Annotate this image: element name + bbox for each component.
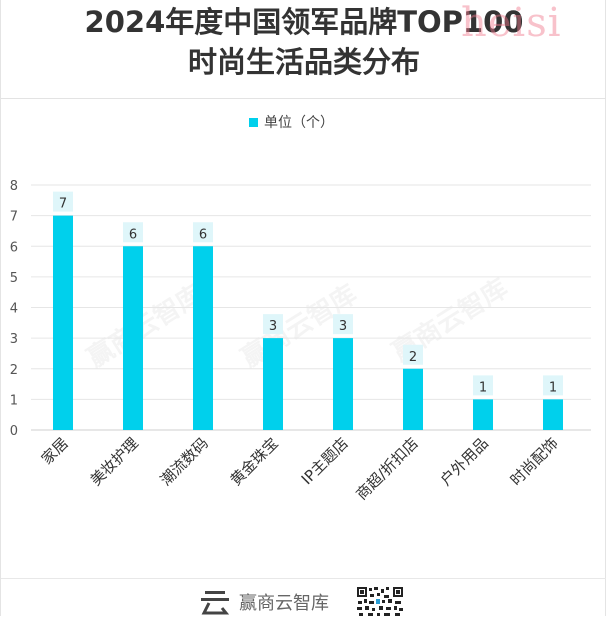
y-tick-label: 8 bbox=[10, 179, 18, 194]
legend-swatch bbox=[249, 117, 258, 127]
x-tick-label: 商超/折扣店 bbox=[352, 434, 421, 503]
bar bbox=[53, 215, 73, 430]
brand-name: 赢商云智库 bbox=[239, 593, 329, 614]
x-tick-label: 户外用品 bbox=[437, 434, 492, 489]
data-label-bg bbox=[53, 191, 73, 212]
x-tick-label: 黄金珠宝 bbox=[227, 434, 282, 489]
x-tick-label: 美妆护理 bbox=[87, 434, 142, 489]
y-tick-label: 0 bbox=[10, 424, 18, 439]
y-tick-label: 7 bbox=[10, 210, 18, 225]
y-tick-label: 4 bbox=[10, 302, 18, 317]
title-divider bbox=[1, 98, 606, 99]
data-label: 6 bbox=[129, 227, 137, 242]
brand: 赢商云智库 bbox=[199, 589, 329, 615]
y-tick-label: 1 bbox=[10, 393, 18, 408]
y-tick-label: 5 bbox=[10, 271, 18, 286]
x-tick-label: IP主题店 bbox=[298, 434, 352, 488]
data-label-bg bbox=[473, 375, 493, 396]
data-label: 1 bbox=[479, 380, 487, 395]
bar-chart: 0 1 2 3 4 5 6 7 8 7 家居 6 美妆护理 6 潮流数码 3 黄金珠宝 3 IP主题店 2 商超/折扣店… bbox=[10, 179, 591, 503]
data-label: 6 bbox=[199, 227, 207, 242]
y-tick-label: 6 bbox=[10, 240, 18, 255]
legend-label: 单位（个） bbox=[264, 115, 334, 131]
qr-code-icon bbox=[355, 585, 405, 617]
x-tick-label: 时尚配饰 bbox=[507, 434, 562, 489]
bar bbox=[263, 338, 283, 430]
y-tick-label: 2 bbox=[10, 363, 18, 378]
bar bbox=[193, 246, 213, 430]
data-label: 2 bbox=[409, 350, 417, 365]
bar bbox=[543, 399, 563, 430]
bar bbox=[403, 368, 423, 430]
data-label: 3 bbox=[269, 319, 277, 334]
data-label-bg bbox=[263, 314, 283, 335]
x-tick-label: 家居 bbox=[38, 434, 72, 468]
chart-title: 2024年度中国领军品牌TOP100 时尚生活品类分布 bbox=[1, 2, 606, 82]
footer: 赢商云智库 bbox=[1, 578, 606, 617]
chart-title-line-2: 时尚生活品类分布 bbox=[187, 45, 420, 79]
data-label: 1 bbox=[549, 380, 557, 395]
legend: 单位（个） bbox=[249, 112, 334, 132]
bar bbox=[123, 246, 143, 430]
data-label: 7 bbox=[59, 197, 67, 212]
brand-logo-icon bbox=[201, 591, 230, 615]
signature-watermark: heisi bbox=[461, 0, 562, 46]
data-label: 3 bbox=[339, 319, 347, 334]
data-label-bg bbox=[543, 375, 563, 396]
data-label-bg bbox=[403, 344, 423, 365]
data-label-bg bbox=[123, 222, 143, 243]
chart-title-line-1: 2024年度中国领军品牌TOP100 bbox=[84, 5, 524, 39]
y-tick-label: 3 bbox=[10, 332, 18, 347]
bar bbox=[333, 338, 353, 430]
x-tick-label: 潮流数码 bbox=[157, 434, 212, 489]
data-label-bg bbox=[333, 314, 353, 335]
bar bbox=[473, 399, 493, 430]
data-label-bg bbox=[193, 222, 213, 243]
